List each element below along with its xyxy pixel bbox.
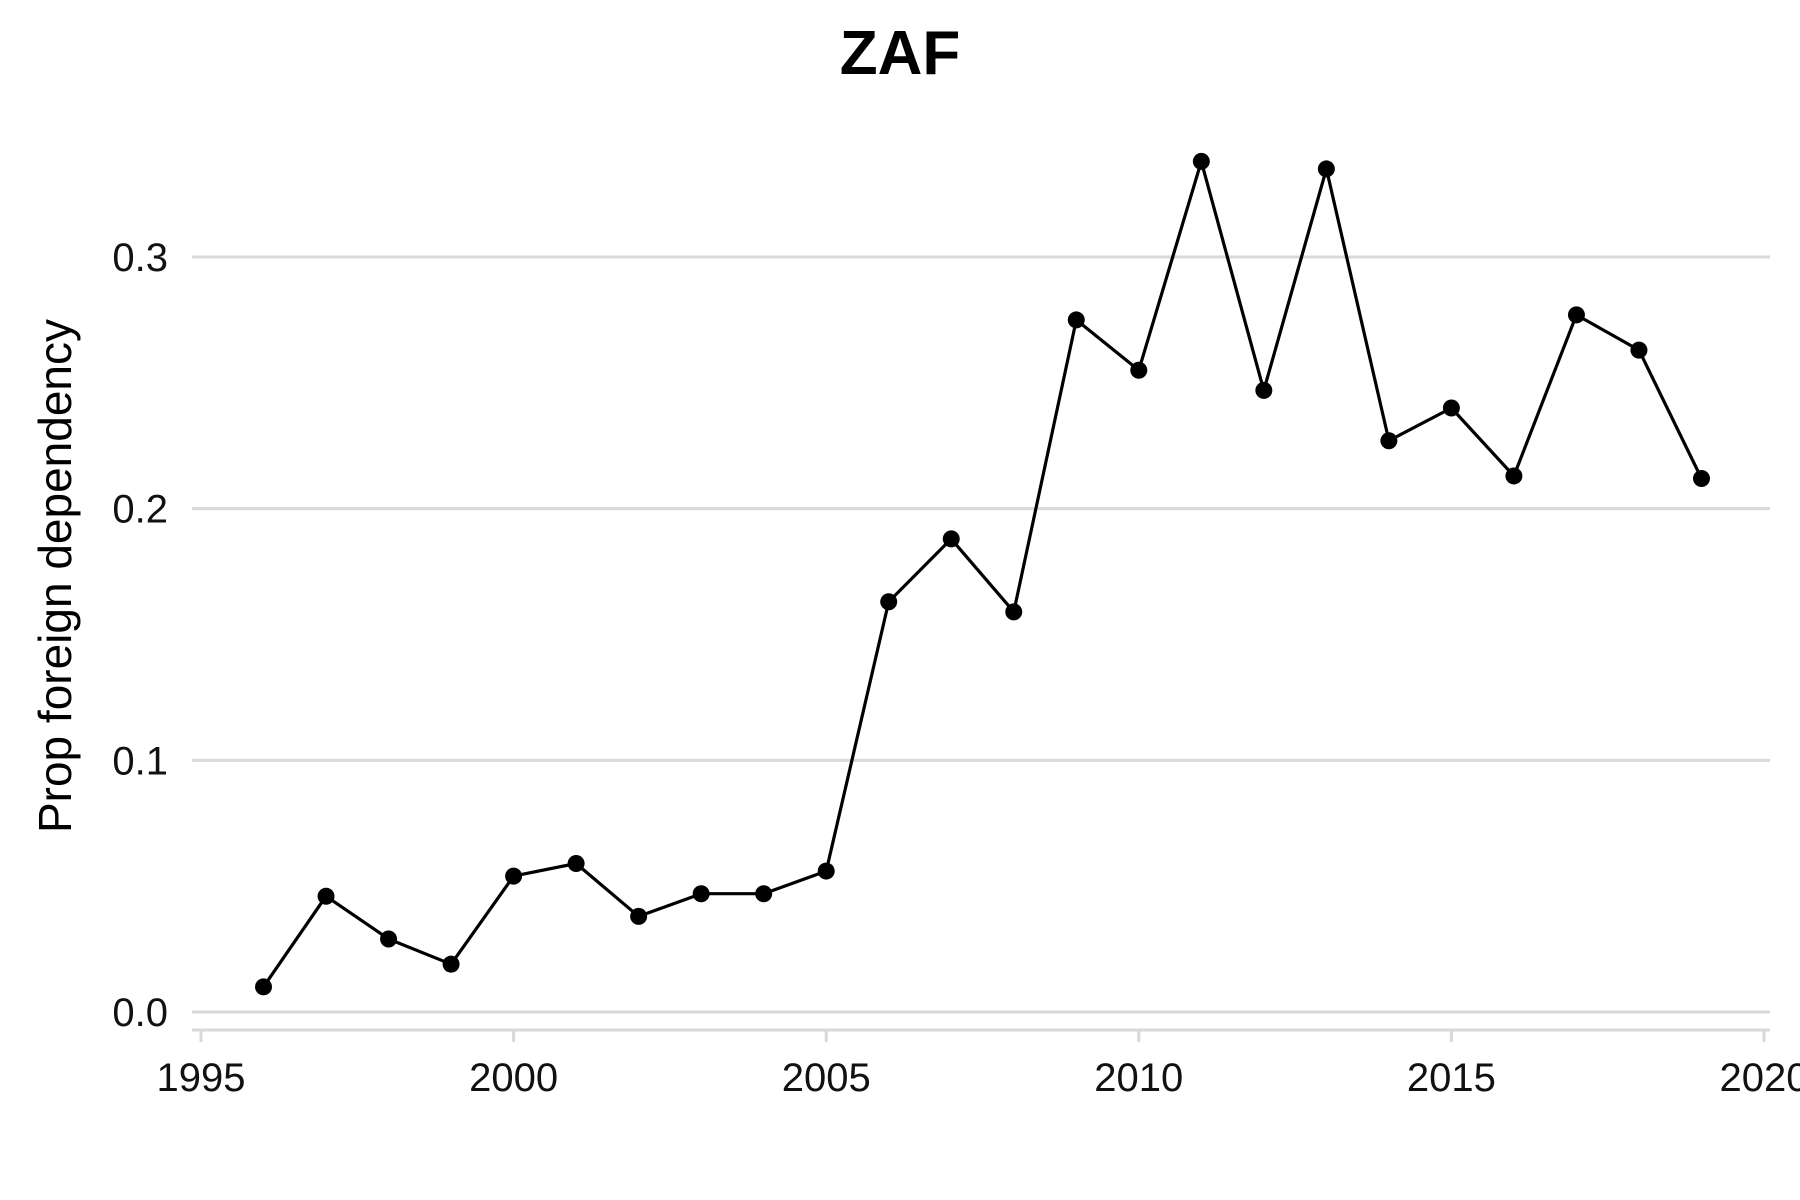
gridlines <box>192 255 1770 1014</box>
data-point <box>1567 306 1585 324</box>
y-tick-label: 0.1 <box>112 739 168 783</box>
data-point <box>692 885 710 903</box>
data-point <box>1317 160 1335 178</box>
y-tick-label: 0.2 <box>112 488 168 532</box>
data-point <box>755 885 773 903</box>
data-point <box>567 855 585 873</box>
y-tick-label: 0.3 <box>112 236 168 280</box>
x-tick-label: 2005 <box>782 1056 871 1100</box>
x-tick-label: 2015 <box>1407 1056 1496 1100</box>
y-tick-label: 0.0 <box>112 991 168 1035</box>
chart-title: ZAF <box>839 19 961 88</box>
data-point <box>380 930 398 948</box>
data-point <box>1005 603 1023 621</box>
x-tick-label: 2010 <box>1094 1056 1183 1100</box>
data-point <box>1067 311 1085 329</box>
data-point <box>1505 467 1523 485</box>
data-point <box>255 978 273 996</box>
data-point <box>442 955 460 973</box>
data-point <box>817 862 835 880</box>
x-tick-label: 1995 <box>157 1056 246 1100</box>
data-point <box>1630 341 1648 359</box>
data-point <box>1380 432 1398 450</box>
data-point <box>505 867 523 885</box>
x-tick-label: 2000 <box>469 1056 558 1100</box>
data-point <box>1692 469 1710 487</box>
data-point <box>1192 152 1210 170</box>
series-line <box>262 159 1703 988</box>
x-tick-label: 2020 <box>1720 1056 1800 1100</box>
axes: 0.0 0.1 0.2 0.3 1995 2000 2005 2010 2015 2020 <box>112 236 1800 1100</box>
data-point <box>630 907 648 925</box>
series-layer <box>255 152 1710 996</box>
data-point <box>942 530 960 548</box>
data-point <box>317 887 335 905</box>
data-point <box>880 593 898 611</box>
data-point <box>1442 399 1460 417</box>
data-point <box>1255 381 1273 399</box>
data-point <box>1130 361 1148 379</box>
